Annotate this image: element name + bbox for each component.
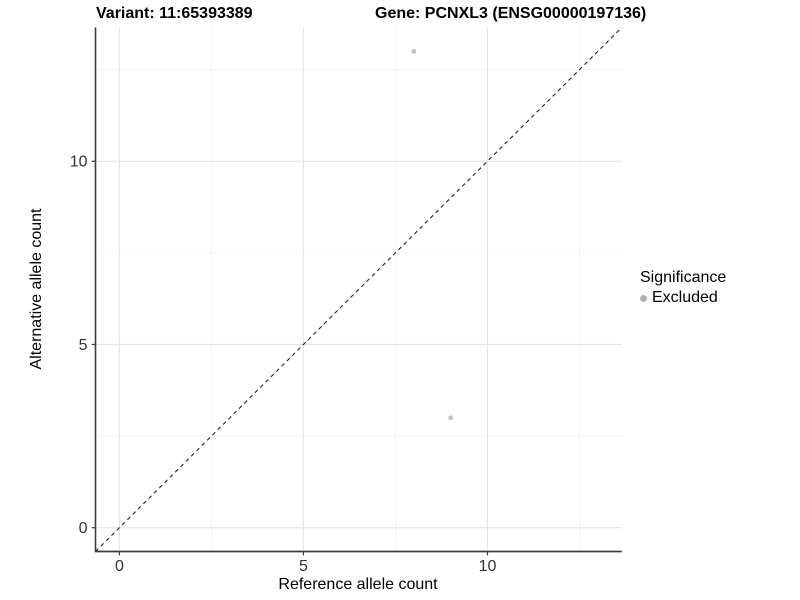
y-tick-label: 5 [79, 337, 88, 354]
x-tick-label: 5 [299, 558, 308, 575]
y-tick-label: 10 [70, 154, 88, 171]
variant-title: Variant: 11:65393389 [96, 5, 253, 22]
identity-line [95, 27, 623, 552]
legend: Significance Excluded [640, 269, 726, 307]
legend-entry: Excluded [640, 289, 726, 307]
data-point [448, 415, 454, 421]
data-point [411, 48, 417, 54]
gene-title: Gene: PCNXL3 (ENSG00000197136) [375, 5, 647, 22]
legend-title: Significance [640, 269, 727, 286]
legend-entry-label: Excluded [652, 289, 718, 306]
y-axis-title: Alternative allele count [28, 208, 45, 370]
x-tick-label: 10 [479, 558, 497, 575]
y-tick-label: 0 [79, 520, 88, 537]
x-axis-title: Reference allele count [278, 576, 438, 593]
legend-point-icon [640, 294, 647, 302]
x-tick-label: 0 [115, 558, 124, 575]
